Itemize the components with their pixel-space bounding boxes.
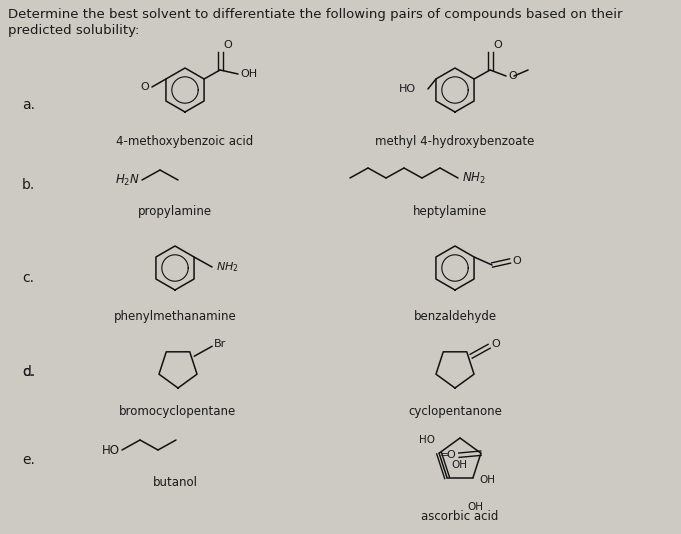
Text: predicted solubility:: predicted solubility: [8,24,140,37]
Text: Determine the best solvent to differentiate the following pairs of compounds bas: Determine the best solvent to differenti… [8,8,622,21]
Text: phenylmethanamine: phenylmethanamine [114,310,236,323]
Text: OH: OH [467,502,483,512]
Text: benzaldehyde: benzaldehyde [413,310,496,323]
Text: O: O [512,256,521,266]
Text: d.: d. [22,365,35,379]
Text: O: O [140,82,149,92]
Text: $NH_2$: $NH_2$ [462,170,486,185]
Text: $NH_2$: $NH_2$ [216,260,239,274]
Text: =: = [439,450,449,460]
Text: O: O [491,339,500,349]
Text: propylamine: propylamine [138,205,212,218]
Text: b.: b. [22,178,35,192]
Text: OH: OH [479,475,495,485]
Text: HO: HO [399,84,416,94]
Text: heptylamine: heptylamine [413,205,487,218]
Text: butanol: butanol [153,476,197,489]
Text: bromocyclopentane: bromocyclopentane [119,405,236,418]
Text: ascorbic acid: ascorbic acid [422,510,498,523]
Text: cyclopentanone: cyclopentanone [408,405,502,418]
Text: 4-methoxybenzoic acid: 4-methoxybenzoic acid [116,135,253,148]
Text: a.: a. [22,98,35,112]
Text: $H_2N$: $H_2N$ [115,172,140,187]
Text: e.: e. [22,453,35,467]
Text: HO: HO [102,444,120,457]
Text: HO: HO [419,435,435,445]
Text: O: O [493,40,502,50]
Text: O: O [446,450,455,460]
Text: O: O [508,71,517,81]
Text: OH: OH [451,460,467,470]
Text: Br: Br [215,339,226,349]
Text: methyl 4-hydroxybenzoate: methyl 4-hydroxybenzoate [375,135,535,148]
Text: c.: c. [22,365,34,379]
Text: O: O [223,40,232,50]
Text: OH: OH [240,69,257,79]
Text: c.: c. [22,271,34,285]
